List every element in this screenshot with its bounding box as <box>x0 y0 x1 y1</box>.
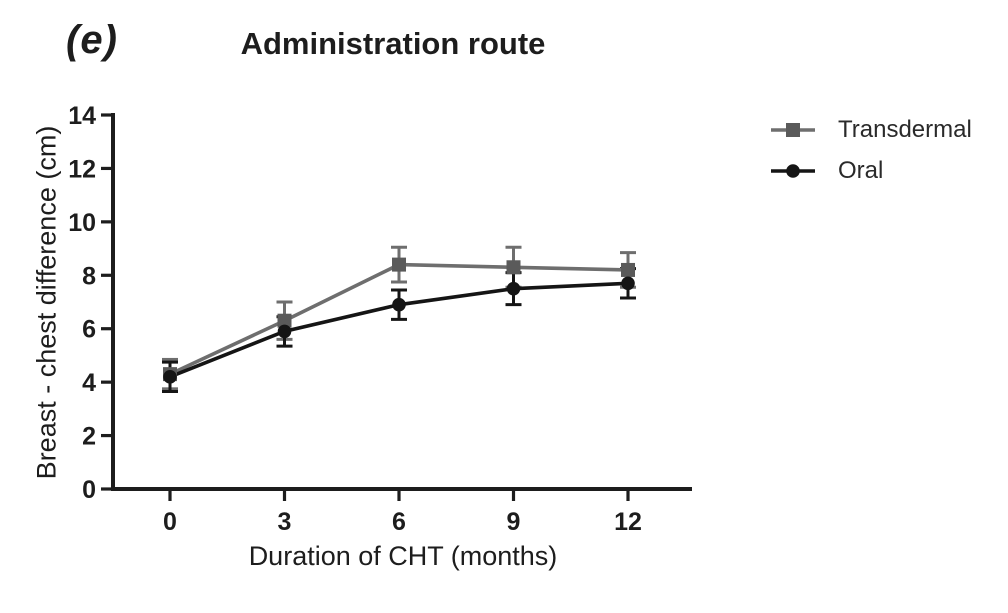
data-point-square <box>621 262 636 277</box>
data-point-square <box>506 260 521 275</box>
square-marker-icon <box>771 123 815 137</box>
y-tick-label: 2 <box>82 423 96 451</box>
chart-title: Administration route <box>240 26 546 61</box>
y-tick-label: 8 <box>82 262 96 290</box>
x-tick-label: 3 <box>278 508 292 536</box>
x-tick-label: 6 <box>392 508 406 536</box>
legend-entry-transdermal: Transdermal <box>770 116 972 144</box>
data-point-square <box>277 313 292 328</box>
data-point-circle <box>163 370 177 384</box>
y-tick-label: 10 <box>68 209 96 237</box>
y-tick-label: 4 <box>82 369 96 397</box>
legend: Transdermal Oral <box>770 116 972 185</box>
legend-entry-oral: Oral <box>770 157 972 185</box>
y-tick-label: 14 <box>68 102 96 130</box>
legend-label: Oral <box>838 157 884 184</box>
x-tick-label: 9 <box>507 508 521 536</box>
x-axis-title: Duration of CHT (months) <box>248 541 558 571</box>
data-point-square <box>392 257 407 272</box>
y-tick-label: 0 <box>82 476 96 504</box>
data-point-circle <box>392 297 406 312</box>
markers-oral <box>163 276 635 384</box>
x-axis-ticks: 0 3 6 9 12 <box>163 491 642 536</box>
data-point-circle <box>277 324 292 339</box>
x-tick-label: 0 <box>163 508 177 536</box>
legend-label: Transdermal <box>838 116 972 143</box>
data-point-circle <box>506 281 521 296</box>
y-tick-label: 12 <box>68 155 96 183</box>
y-tick-label: 6 <box>82 316 96 344</box>
data-point-circle <box>621 276 635 291</box>
y-axis-ticks: 0 2 4 6 8 10 12 14 <box>68 102 111 504</box>
circle-marker-icon <box>771 164 815 178</box>
panel-label: (e) <box>66 18 118 62</box>
x-tick-label: 12 <box>614 508 642 536</box>
